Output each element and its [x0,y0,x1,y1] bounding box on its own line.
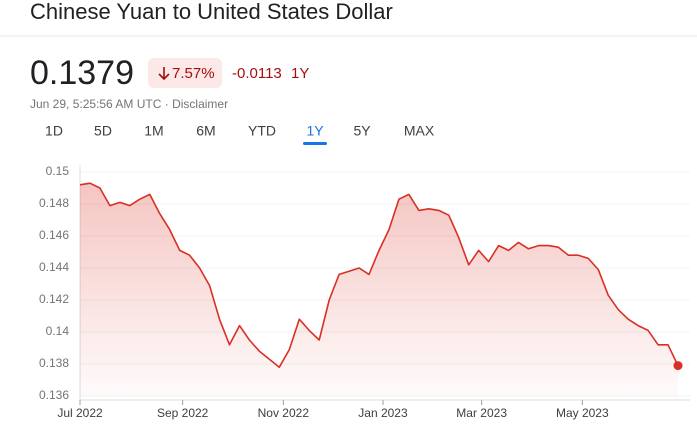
range-tab[interactable]: YTD [248,123,276,139]
x-tick-label: Jul 2022 [57,406,103,420]
selected-underline [303,142,327,145]
y-tick-label: 0.138 [39,356,69,370]
change-percent: 7.57% [172,65,215,82]
separator: · [165,97,169,111]
change: -0.0113 [232,65,282,82]
range-tab[interactable]: 5D [94,123,112,139]
range-tab[interactable]: 1M [144,123,163,139]
y-tick-label: 0.142 [39,292,69,306]
y-tick-label: 0.14 [46,324,70,338]
range-tab[interactable]: 5Y [353,123,371,139]
y-tick-label: 0.144 [39,260,69,274]
disclaimer-link[interactable]: Disclaimer [172,97,228,111]
x-tick-label: Mar 2023 [456,406,507,420]
down-arrow [158,67,170,81]
y-tick-label: 0.15 [46,164,70,178]
range-tabs: 1D 5D 1M 6M YTD 1Y 5Y MAX [45,123,435,145]
price: 0.1379 [30,54,134,92]
y-tick-label: 0.146 [39,228,69,242]
price-line [79,182,679,368]
range-tab[interactable]: 6M [196,123,215,139]
timestamp: Jun 29, 5:25:56 AM UTC · Disclaimer [30,97,228,111]
x-tick-label: Sep 2022 [157,406,209,420]
timestamp-text: Jun 29, 5:25:56 AM UTC [30,97,162,111]
y-tick-label: 0.136 [39,388,69,402]
range-tab[interactable]: 1D [45,123,63,139]
title: Chinese Yuan to United States Dollar [30,0,393,24]
x-tick-label: May 2023 [556,406,609,420]
y-tick-label: 0.148 [39,196,69,210]
change-badge [148,58,222,88]
range-tab[interactable]: 1Y [306,123,324,139]
period: 1Y [291,65,309,82]
range-tab[interactable]: MAX [404,123,435,139]
x-tick-label: Jan 2023 [358,406,408,420]
last-point [673,361,683,371]
area-fill [80,183,678,396]
chart: 0.15 0.148 0.146 0.144 0.142 0.14 0.138 0.136 Ju… [39,164,690,420]
x-tick-label: Nov 2022 [258,406,310,420]
